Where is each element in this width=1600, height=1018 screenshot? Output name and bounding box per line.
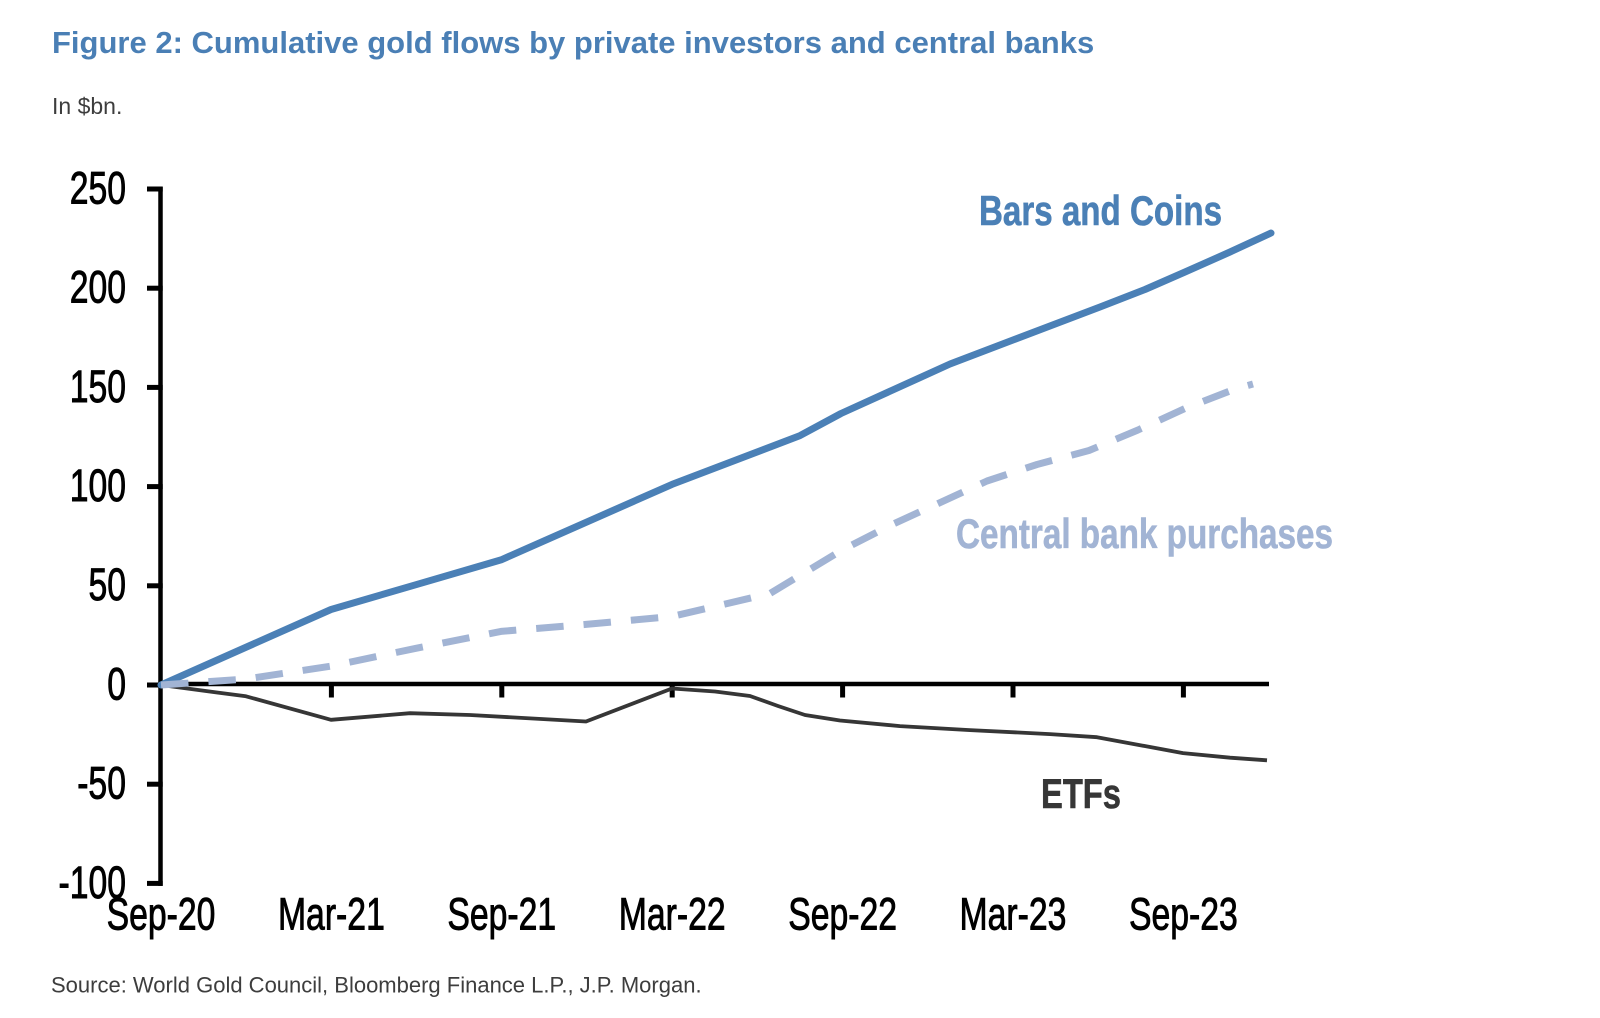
svg-text:-100: -100 (59, 857, 127, 908)
svg-text:Mar-21: Mar-21 (278, 889, 385, 940)
svg-text:-50: -50 (77, 758, 126, 809)
svg-text:150: 150 (70, 361, 126, 412)
svg-text:Sep-21: Sep-21 (447, 889, 556, 940)
svg-text:250: 250 (70, 162, 126, 213)
svg-text:Sep-22: Sep-22 (788, 889, 897, 940)
svg-text:200: 200 (70, 262, 126, 313)
svg-text:Source: World Gold Council, Bl: Source: World Gold Council, Bloomberg Fi… (51, 973, 702, 998)
svg-text:0: 0 (107, 658, 126, 709)
svg-text:ETFs: ETFs (1041, 770, 1121, 817)
svg-text:Central bank purchases: Central bank purchases (956, 510, 1333, 557)
svg-text:In $bn.: In $bn. (52, 93, 122, 119)
svg-text:Bars and Coins: Bars and Coins (979, 187, 1222, 234)
svg-text:50: 50 (89, 559, 127, 610)
svg-text:Figure 2: Cumulative gold flow: Figure 2: Cumulative gold flows by priva… (52, 25, 1094, 60)
svg-text:Sep-20: Sep-20 (107, 889, 216, 940)
svg-text:Sep-23: Sep-23 (1129, 889, 1238, 940)
svg-text:100: 100 (70, 460, 126, 511)
svg-text:Mar-23: Mar-23 (960, 889, 1067, 940)
svg-text:Mar-22: Mar-22 (619, 889, 726, 940)
